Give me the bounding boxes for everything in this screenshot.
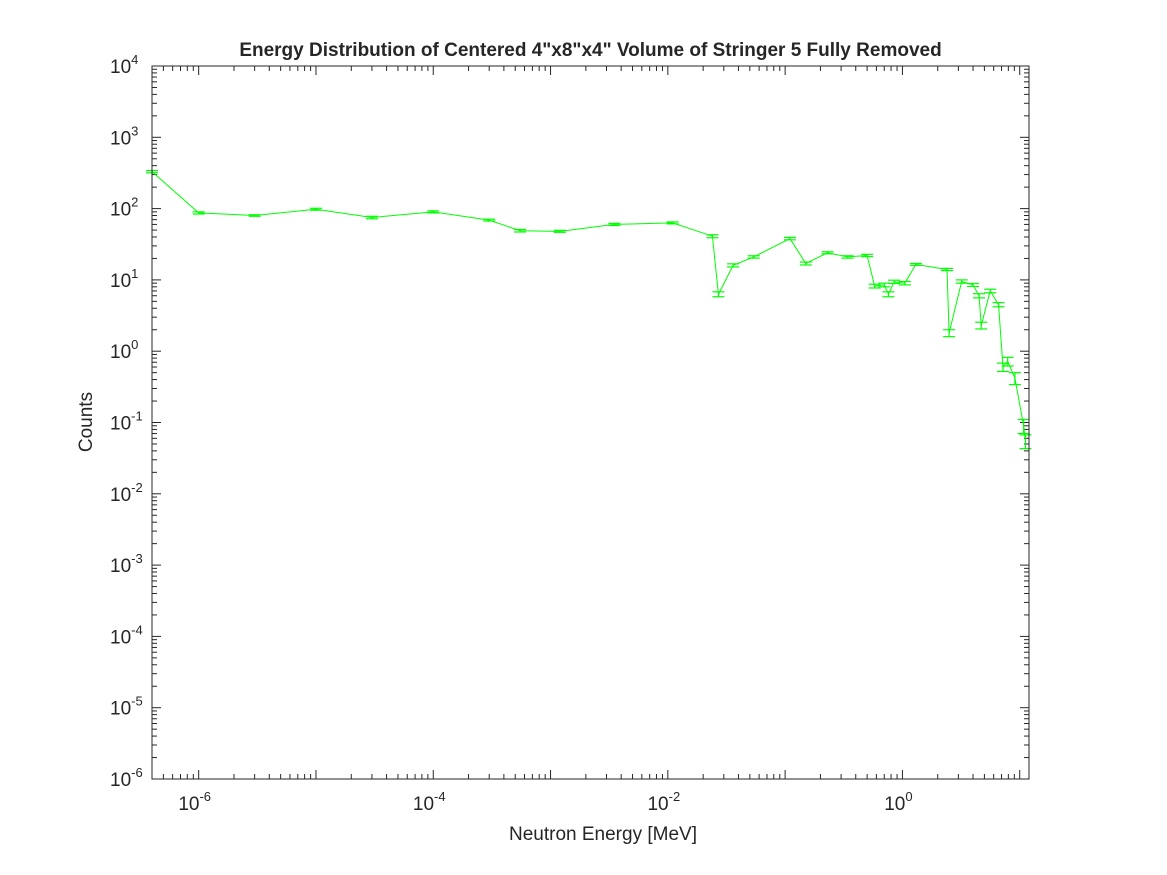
y-tick-exponent: 3 — [131, 123, 138, 138]
error-bar — [747, 255, 760, 259]
y-tick-label: 104 — [110, 52, 138, 78]
error-bar — [1017, 418, 1030, 435]
y-tick-exponent: -5 — [131, 694, 143, 709]
error-bar — [706, 234, 719, 239]
x-tick-exponent: -2 — [669, 789, 681, 804]
x-tick-label: 100 — [884, 789, 912, 815]
error-bar — [909, 262, 922, 266]
y-tick-base: 10 — [110, 414, 131, 435]
error-bar — [975, 321, 988, 330]
error-bar — [514, 228, 527, 233]
error-bar — [992, 302, 1005, 308]
y-tick-label: 10-6 — [110, 765, 143, 791]
y-tick-exponent: -3 — [131, 551, 143, 566]
plot-frame — [151, 65, 1030, 780]
y-tick-base: 10 — [110, 342, 131, 363]
y-tick-exponent: -4 — [131, 622, 143, 637]
y-tick-label: 103 — [110, 123, 138, 149]
data-series — [146, 169, 1032, 450]
y-tick-exponent: -1 — [131, 409, 143, 424]
y-tick-label: 10-3 — [110, 551, 143, 577]
error-bar — [821, 251, 834, 255]
y-tick-label: 10-4 — [110, 622, 143, 648]
x-tick-exponent: 0 — [905, 789, 912, 804]
error-bar — [727, 263, 740, 268]
error-bar — [955, 279, 968, 284]
axis-ticks — [151, 65, 1029, 780]
y-tick-label: 10-5 — [110, 694, 143, 720]
error-bar — [712, 291, 725, 298]
y-tick-exponent: 0 — [131, 337, 138, 352]
error-bar — [309, 207, 322, 211]
error-bar — [248, 214, 261, 217]
y-tick-exponent: 1 — [131, 266, 138, 281]
error-bar — [888, 279, 901, 285]
error-bar — [996, 362, 1009, 373]
error-bar — [608, 222, 621, 227]
y-tick-exponent: -6 — [131, 765, 143, 780]
y-tick-base: 10 — [110, 485, 131, 506]
y-tick-base: 10 — [110, 556, 131, 577]
error-bar — [861, 253, 874, 258]
error-bar — [868, 283, 881, 289]
error-bar — [984, 288, 997, 294]
tick-labels: 10-6 10-4 10-2 10010410310210110010-110-210… — [110, 52, 913, 815]
y-tick-exponent: 2 — [131, 195, 138, 210]
error-bar — [882, 291, 895, 298]
error-bar — [898, 280, 911, 286]
y-tick-label: 10-2 — [110, 480, 143, 506]
x-tick-label: 10-4 — [413, 789, 446, 815]
y-tick-exponent: 4 — [131, 52, 138, 67]
error-bar — [799, 261, 812, 266]
error-bar — [1008, 372, 1021, 386]
y-tick-base: 10 — [110, 770, 131, 791]
y-tick-exponent: -2 — [131, 480, 143, 495]
error-bar — [483, 218, 496, 222]
y-tick-label: 102 — [110, 195, 138, 221]
x-axis-label: Neutron Energy [MeV] — [509, 824, 697, 845]
y-tick-base: 10 — [110, 699, 131, 720]
x-tick-base: 10 — [884, 794, 905, 815]
error-bar — [783, 236, 796, 241]
error-bar — [973, 293, 986, 299]
x-tick-label: 10-6 — [178, 789, 211, 815]
y-tick-label: 10-1 — [110, 409, 143, 435]
x-tick-exponent: -4 — [434, 789, 446, 804]
x-tick-label: 10-2 — [647, 789, 680, 815]
x-tick-base: 10 — [413, 794, 434, 815]
plot-background — [152, 66, 1029, 779]
error-bar — [666, 221, 679, 225]
error-bar — [1001, 356, 1014, 367]
error-bar — [192, 211, 205, 215]
x-tick-exponent: -6 — [199, 789, 211, 804]
y-tick-label: 101 — [110, 266, 138, 292]
error-bar — [427, 210, 440, 214]
y-axis-label: Counts — [76, 392, 97, 452]
chart-title: Energy Distribution of Centered 4"x8"x4"… — [239, 40, 941, 61]
error-bar — [841, 255, 854, 259]
y-tick-base: 10 — [110, 200, 131, 221]
error-bar — [967, 282, 980, 288]
y-tick-base: 10 — [110, 57, 131, 78]
x-tick-base: 10 — [647, 794, 668, 815]
y-tick-base: 10 — [110, 627, 131, 648]
error-bar — [365, 215, 378, 220]
error-bar — [943, 329, 956, 338]
y-tick-label: 100 — [110, 337, 138, 363]
error-bar — [553, 229, 566, 233]
error-bar — [941, 267, 954, 272]
y-tick-base: 10 — [110, 271, 131, 292]
x-tick-base: 10 — [178, 794, 199, 815]
y-tick-base: 10 — [110, 128, 131, 149]
